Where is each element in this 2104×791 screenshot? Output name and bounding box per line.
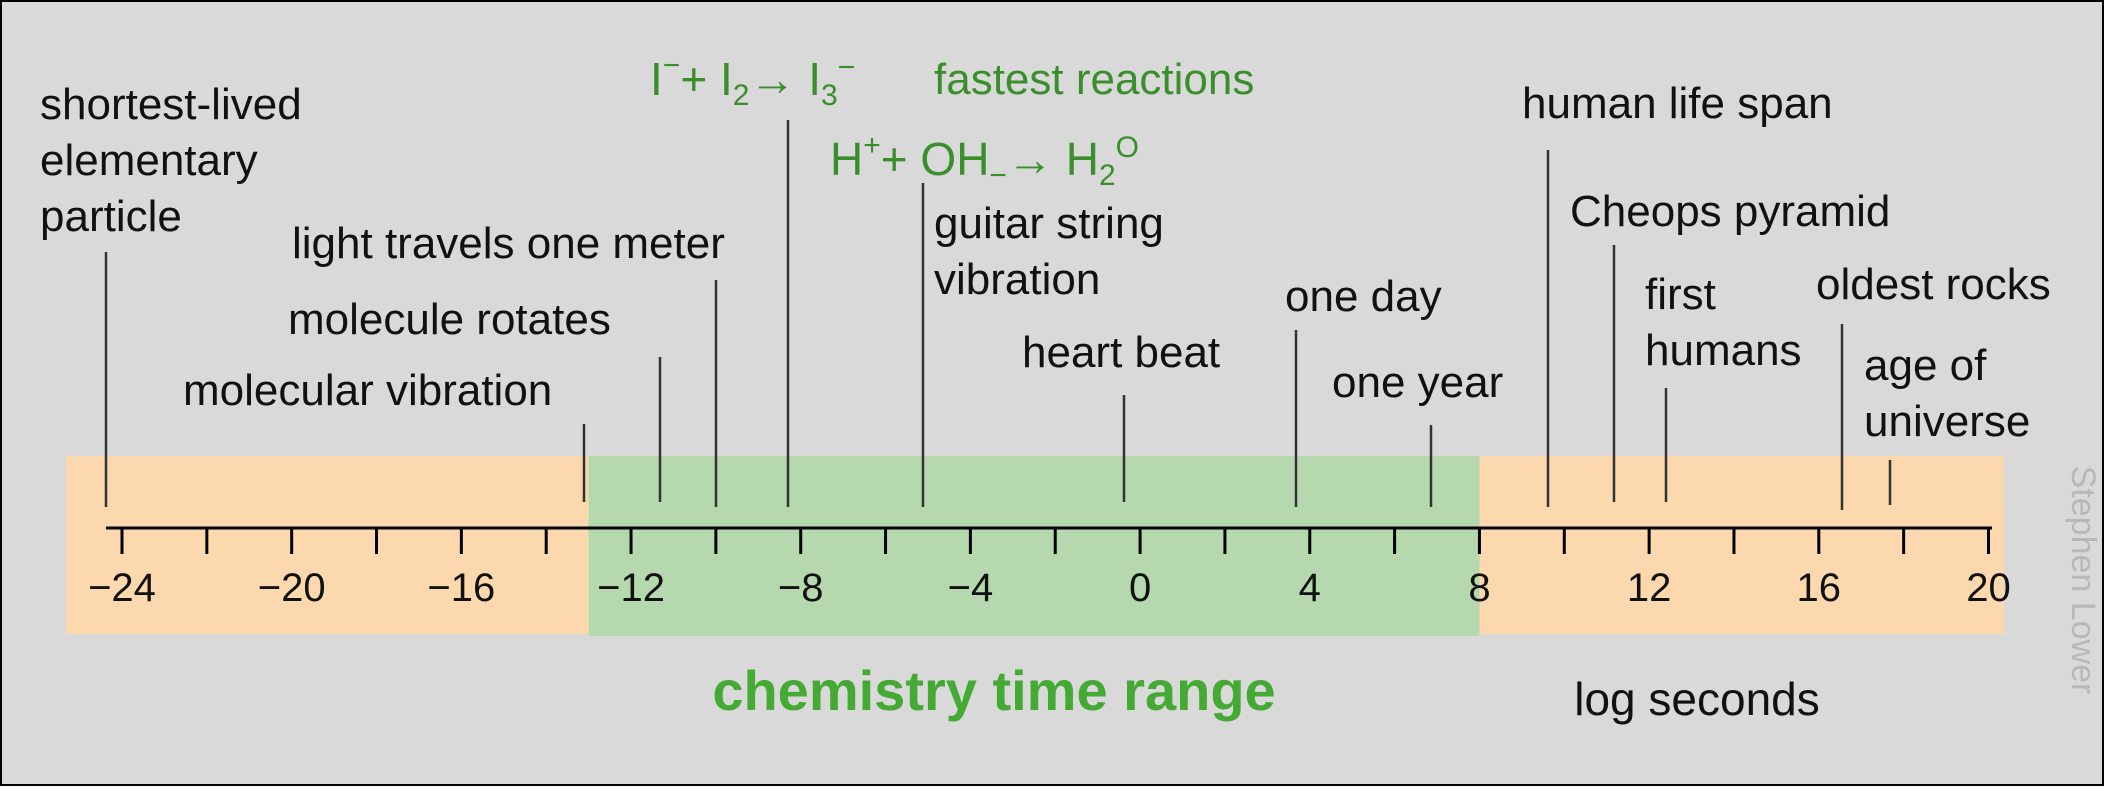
axis-tick-label: −4 bbox=[948, 566, 994, 610]
event-label: first bbox=[1645, 270, 1716, 319]
axis-tick-label: 20 bbox=[1966, 566, 2011, 610]
reaction-term: + bbox=[863, 129, 881, 162]
event-label: universe bbox=[1864, 397, 2030, 446]
reaction-water: H++ OH−→ H2O bbox=[830, 129, 1139, 192]
event-label: vibration bbox=[934, 255, 1100, 304]
event-labels: shortest-lived elementary particle molecula… bbox=[40, 55, 2051, 446]
event-label: humans bbox=[1645, 326, 1802, 375]
axis-tick-label: 16 bbox=[1797, 566, 1842, 610]
axis-tick-label: 0 bbox=[1129, 566, 1151, 610]
reaction-term: → H bbox=[1007, 133, 1099, 185]
credit-watermark: Stephen Lower bbox=[2064, 466, 2102, 695]
event-label: fastest reactions bbox=[934, 55, 1254, 104]
chemistry-range-band bbox=[588, 456, 1480, 636]
event-label: human life span bbox=[1522, 79, 1833, 128]
event-label: shortest-lived bbox=[40, 80, 302, 129]
event-markers bbox=[104, 120, 1892, 510]
chemistry-range-label: chemistry time range bbox=[712, 659, 1275, 722]
reaction-term: − bbox=[838, 51, 856, 84]
reaction-term: H bbox=[830, 133, 863, 185]
reaction-term: − bbox=[663, 49, 681, 82]
axis-tick-label: −20 bbox=[258, 566, 326, 610]
event-label: heart beat bbox=[1022, 328, 1220, 377]
event-label: Cheops pyramid bbox=[1570, 187, 1890, 236]
axis-tick-label: −16 bbox=[427, 566, 495, 610]
axis-tick-label: −24 bbox=[88, 566, 156, 610]
event-label: particle bbox=[40, 192, 182, 241]
reaction-term: 3 bbox=[821, 79, 838, 112]
reaction-term: O bbox=[1116, 131, 1139, 164]
axis-ticks bbox=[120, 528, 1990, 554]
reaction-term: I bbox=[650, 53, 663, 105]
event-label: guitar string bbox=[934, 199, 1164, 248]
reaction-term: → I bbox=[749, 53, 821, 105]
event-label: oldest rocks bbox=[1816, 260, 2051, 309]
event-label: one year bbox=[1332, 358, 1503, 407]
axis-title: log seconds bbox=[1574, 673, 1820, 725]
reaction-term: 2 bbox=[733, 79, 750, 112]
reaction-term: 2 bbox=[1099, 159, 1116, 192]
event-label: age of bbox=[1864, 341, 1987, 390]
event-label: elementary bbox=[40, 136, 258, 185]
reaction-term: + I bbox=[680, 53, 732, 105]
event-label: one day bbox=[1285, 272, 1442, 321]
reaction-term: − bbox=[989, 159, 1007, 192]
reaction-term: + OH bbox=[881, 133, 990, 185]
event-label: light travels one meter bbox=[292, 219, 725, 268]
event-label: molecular vibration bbox=[183, 366, 552, 415]
axis-tick-label: −8 bbox=[778, 566, 824, 610]
axis-tick-labels: −24 −20 −16 −12 −8 −4 0 4 8 12 16 20 bbox=[88, 566, 2011, 610]
axis-tick-label: −12 bbox=[597, 566, 665, 610]
axis-tick-label: 12 bbox=[1627, 566, 1672, 610]
axis-tick-label: 8 bbox=[1468, 566, 1490, 610]
event-label: molecule rotates bbox=[288, 295, 611, 344]
axis-tick-label: 4 bbox=[1299, 566, 1321, 610]
reaction-iodide: I−+ I2→ I3− bbox=[650, 49, 855, 112]
